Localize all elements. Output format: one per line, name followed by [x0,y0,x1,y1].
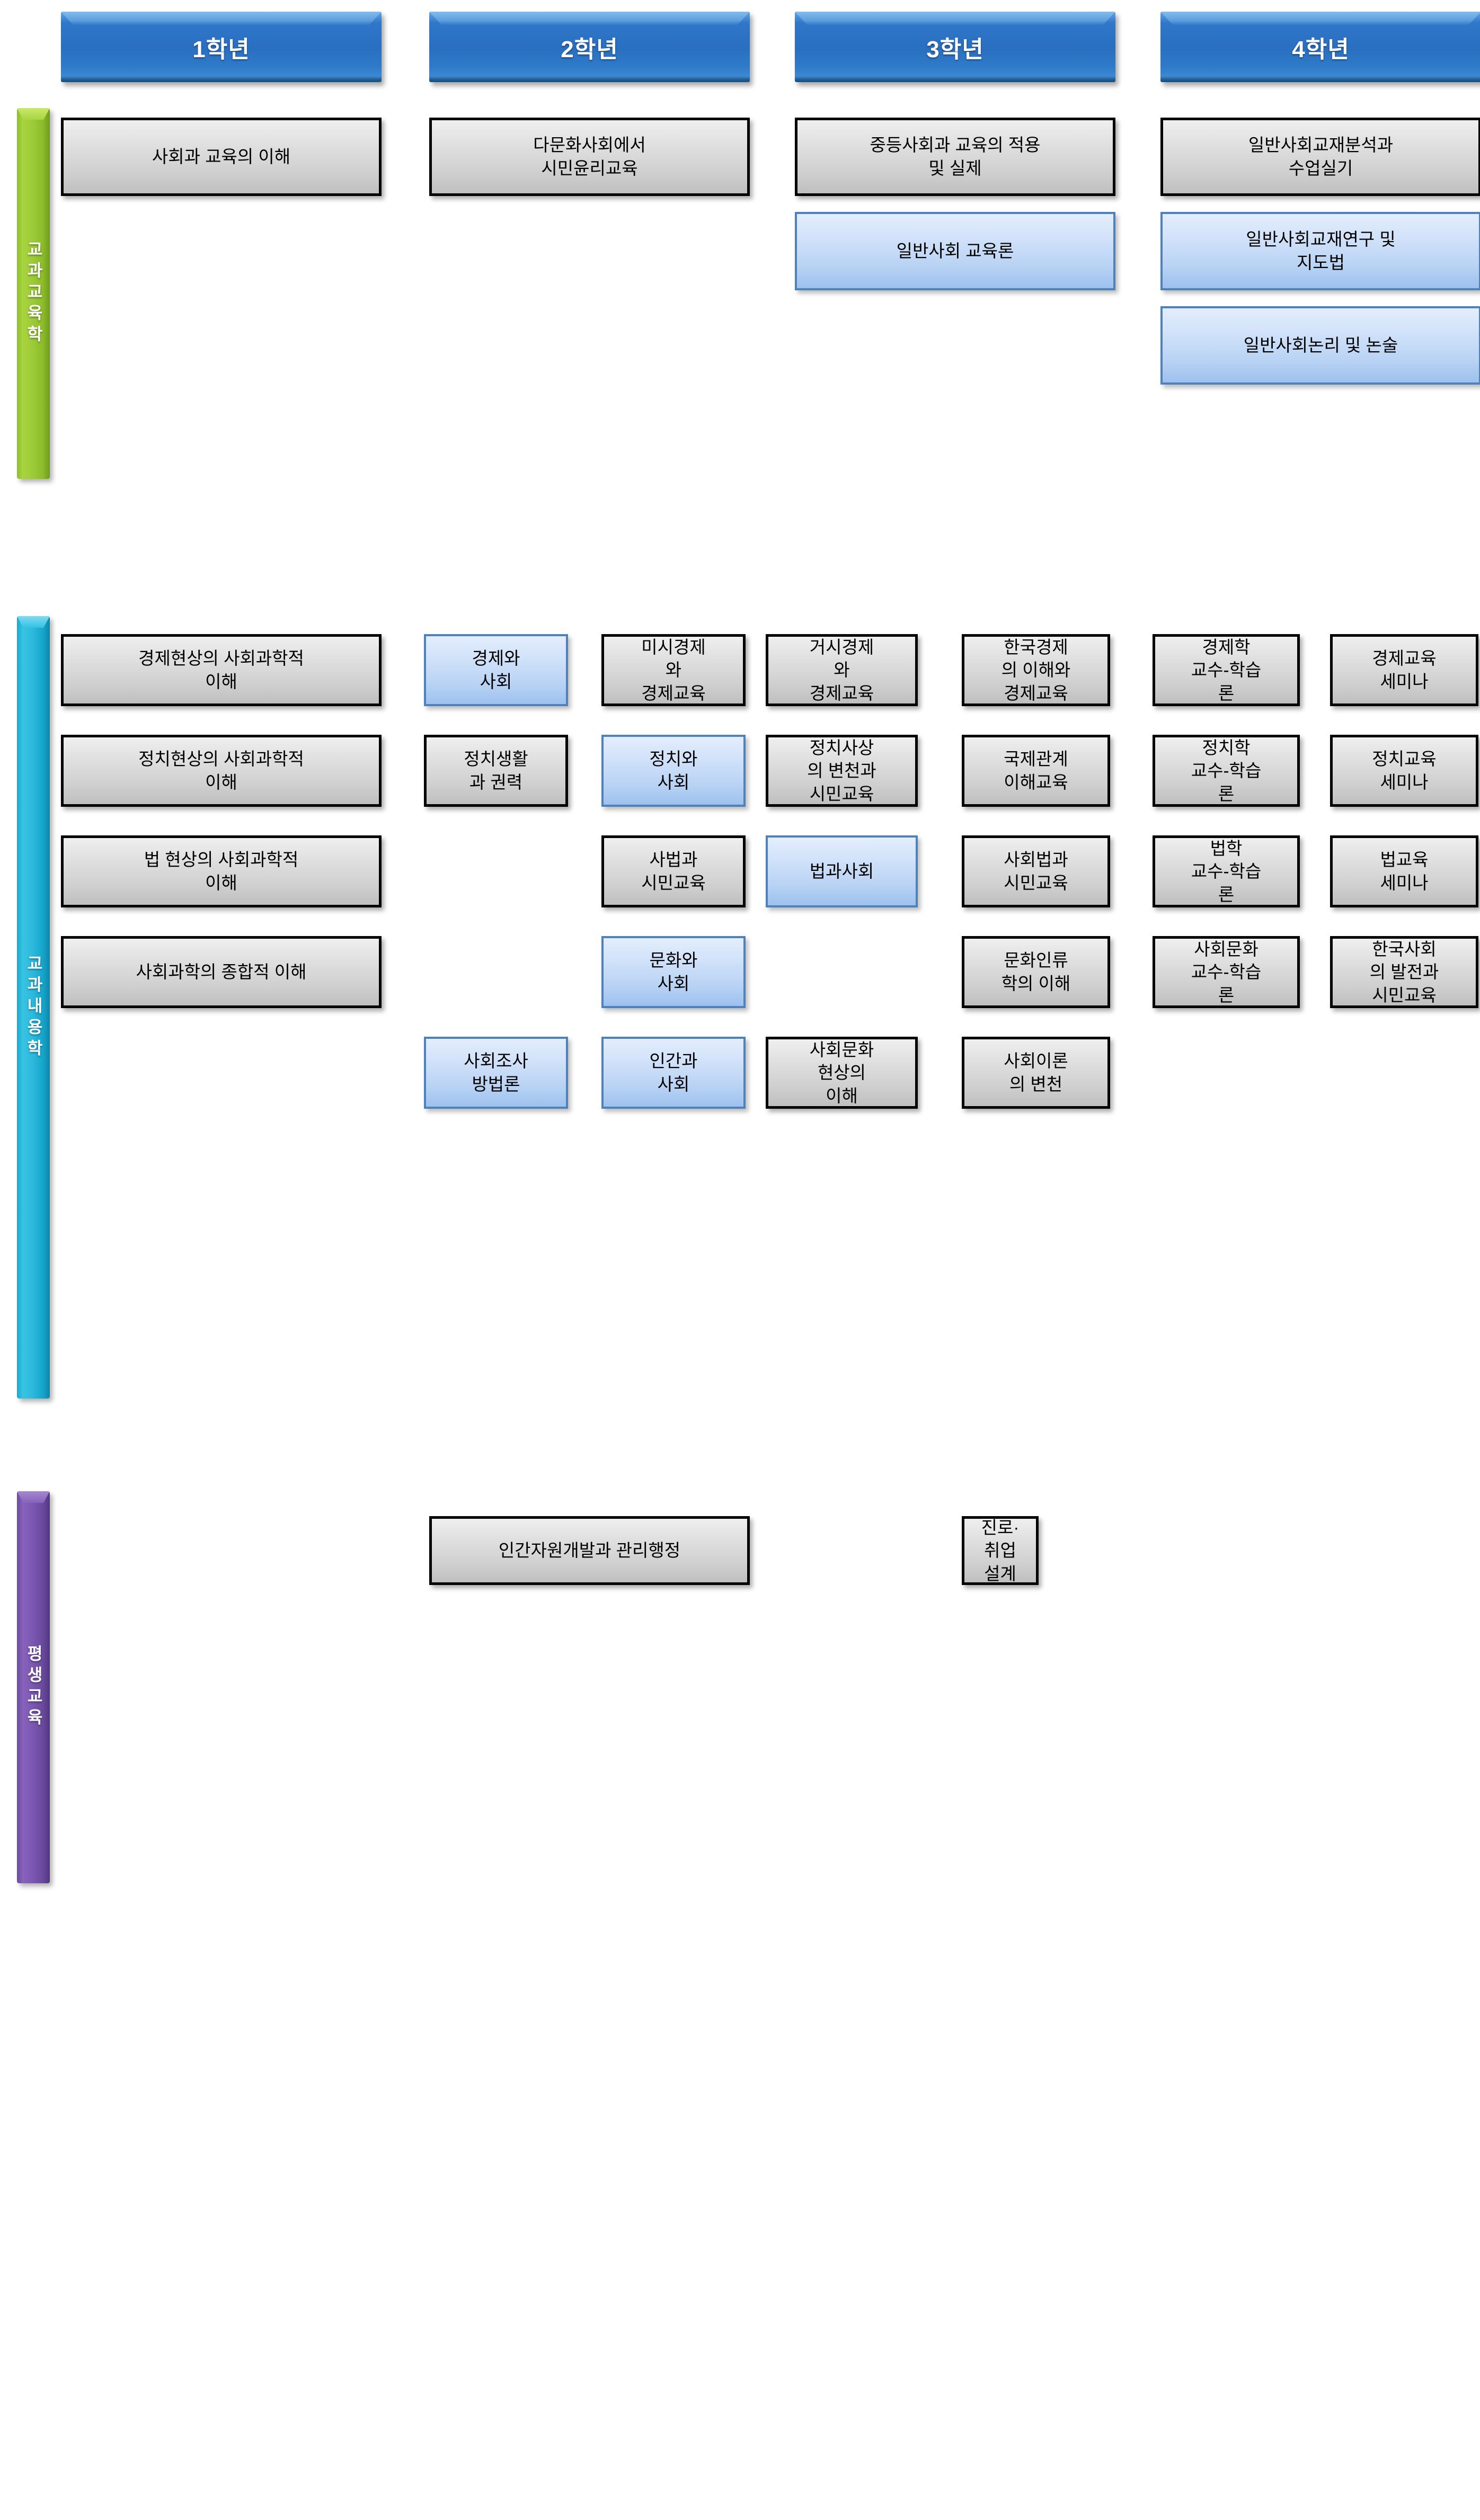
course-label: 중등사회과 교육의 적용 및 실제 [870,135,1041,178]
year-header-2[interactable]: 2학년 [429,12,750,82]
course-box-subject-content[interactable]: 법학 교수-학습 론 [1153,835,1300,907]
course-label: 한국경제 의 이해와 경제교육 [1001,637,1071,703]
course-label: 경제학 교수-학습 론 [1191,637,1262,703]
course-box-subject-content[interactable]: 국제관계 이해교육 [962,735,1110,807]
course-box-subject-content[interactable]: 정치학 교수-학습 론 [1153,735,1300,807]
category-bar-subject-content: 교과내용학 [17,616,50,1399]
year-header-3[interactable]: 3학년 [795,12,1115,82]
year-header-label: 3학년 [926,36,984,63]
course-label: 법교육 세미나 [1380,850,1429,893]
course-label: 경제교육 세미나 [1372,648,1437,691]
category-bar-lifelong-education: 평생교육 [17,1491,50,1883]
course-label: 정치학 교수-학습 론 [1191,737,1262,804]
course-label: 법과사회 [809,861,874,881]
course-box-subject-education[interactable]: 사회과 교육의 이해 [61,118,382,196]
course-label: 진로·취업 설계 [981,1517,1020,1583]
year-header-1[interactable]: 1학년 [61,12,382,82]
course-label: 정치사상 의 변천과 시민교육 [807,737,876,804]
course-label: 경제와 사회 [472,648,520,691]
bar-bevel-cap [17,108,50,120]
course-label: 국제관계 이해교육 [1004,749,1068,792]
course-label: 일반사회 교육론 [896,241,1014,261]
course-box-subject-education[interactable]: 일반사회교재연구 및 지도법 [1160,212,1480,290]
course-box-subject-content[interactable]: 정치와 사회 [601,735,746,807]
course-label: 정치와 사회 [649,749,698,792]
course-label: 정치교육 세미나 [1372,749,1437,792]
course-label: 미시경제 와 경제교육 [641,637,706,703]
course-label: 인간자원개발과 관리행정 [498,1541,681,1561]
course-label: 사회조사 방법론 [464,1051,528,1094]
course-label: 사법과 시민교육 [641,850,706,893]
course-box-subject-content[interactable]: 사회조사 방법론 [424,1037,568,1109]
course-label: 일반사회교재분석과 수업실기 [1248,135,1394,178]
year-header-label: 1학년 [192,36,250,63]
course-box-subject-education[interactable]: 일반사회 교육론 [795,212,1115,290]
course-label: 사회법과 시민교육 [1004,850,1068,893]
category-bar-subject-education: 교과교육학 [17,108,50,479]
course-label: 거시경제 와 경제교육 [809,637,874,703]
course-label: 경제현상의 사회과학적 이해 [138,648,304,691]
course-box-subject-content[interactable]: 사회문화 현상의 이해 [766,1037,918,1109]
course-label: 정치현상의 사회과학적 이해 [138,749,304,792]
year-header-4[interactable]: 4학년 [1160,12,1480,82]
course-label: 법 현상의 사회과학적 이해 [144,850,299,893]
course-box-subject-content[interactable]: 사회문화 교수-학습 론 [1153,936,1300,1008]
course-label: 사회이론 의 변천 [1004,1051,1068,1094]
course-label: 다문화사회에서 시민윤리교육 [533,135,646,178]
course-label: 일반사회논리 및 논술 [1243,335,1398,355]
course-box-subject-content[interactable]: 정치현상의 사회과학적 이해 [61,735,382,807]
bar-bevel-cap [17,1491,50,1503]
course-box-subject-content[interactable]: 경제와 사회 [424,634,568,706]
category-label-subject-education: 교과교육학 [24,241,43,346]
course-label: 법학 교수-학습 론 [1191,838,1262,904]
course-box-subject-content[interactable]: 정치생활 과 권력 [424,735,568,807]
course-box-subject-content[interactable]: 인간과 사회 [601,1037,746,1109]
category-label-lifelong-education: 평생교육 [24,1645,43,1730]
course-box-subject-content[interactable]: 경제교육 세미나 [1330,634,1478,706]
course-box-subject-education[interactable]: 일반사회교재분석과 수업실기 [1160,118,1480,196]
year-header-label: 2학년 [561,36,618,63]
course-box-subject-content[interactable]: 한국사회 의 발전과 시민교육 [1330,936,1478,1008]
course-box-subject-content[interactable]: 사회과학의 종합적 이해 [61,936,382,1008]
course-box-subject-content[interactable]: 사회이론 의 변천 [962,1037,1110,1109]
course-label: 문화와 사회 [649,950,698,993]
course-box-lifelong-education[interactable]: 인간자원개발과 관리행정 [429,1516,750,1585]
course-label: 문화인류 학의 이해 [1001,950,1071,993]
course-label: 사회과학의 종합적 이해 [136,962,307,982]
course-label: 일반사회교재연구 및 지도법 [1246,229,1396,272]
category-label-subject-content: 교과내용학 [24,954,43,1061]
course-box-subject-content[interactable]: 문화와 사회 [601,936,746,1008]
course-box-subject-content[interactable]: 법과사회 [766,835,918,907]
course-box-subject-education[interactable]: 중등사회과 교육의 적용 및 실제 [795,118,1115,196]
course-box-subject-content[interactable]: 사회법과 시민교육 [962,835,1110,907]
course-label: 인간과 사회 [649,1051,698,1094]
course-box-subject-content[interactable]: 문화인류 학의 이해 [962,936,1110,1008]
bar-bevel-cap [17,616,50,628]
course-box-subject-content[interactable]: 경제학 교수-학습 론 [1153,634,1300,706]
course-label: 정치생활 과 권력 [464,749,528,792]
course-box-subject-content[interactable]: 정치사상 의 변천과 시민교육 [766,735,918,807]
course-label: 한국사회 의 발전과 시민교육 [1369,939,1439,1005]
course-box-subject-content[interactable]: 경제현상의 사회과학적 이해 [61,634,382,706]
course-box-subject-content[interactable]: 한국경제 의 이해와 경제교육 [962,634,1110,706]
course-box-lifelong-education[interactable]: 진로·취업 설계 [962,1516,1039,1585]
course-box-subject-content[interactable]: 정치교육 세미나 [1330,735,1478,807]
year-header-label: 4학년 [1292,36,1350,63]
course-label: 사회문화 교수-학습 론 [1191,939,1262,1005]
course-box-subject-education[interactable]: 다문화사회에서 시민윤리교육 [429,118,750,196]
course-box-subject-content[interactable]: 사법과 시민교육 [601,835,746,907]
course-box-subject-content[interactable]: 법교육 세미나 [1330,835,1478,907]
course-label: 사회과 교육의 이해 [152,147,291,167]
course-label: 사회문화 현상의 이해 [809,1039,874,1106]
course-box-subject-education[interactable]: 일반사회논리 및 논술 [1160,306,1480,385]
course-box-subject-content[interactable]: 거시경제 와 경제교육 [766,634,918,706]
course-box-subject-content[interactable]: 법 현상의 사회과학적 이해 [61,835,382,907]
course-box-subject-content[interactable]: 미시경제 와 경제교육 [601,634,746,706]
